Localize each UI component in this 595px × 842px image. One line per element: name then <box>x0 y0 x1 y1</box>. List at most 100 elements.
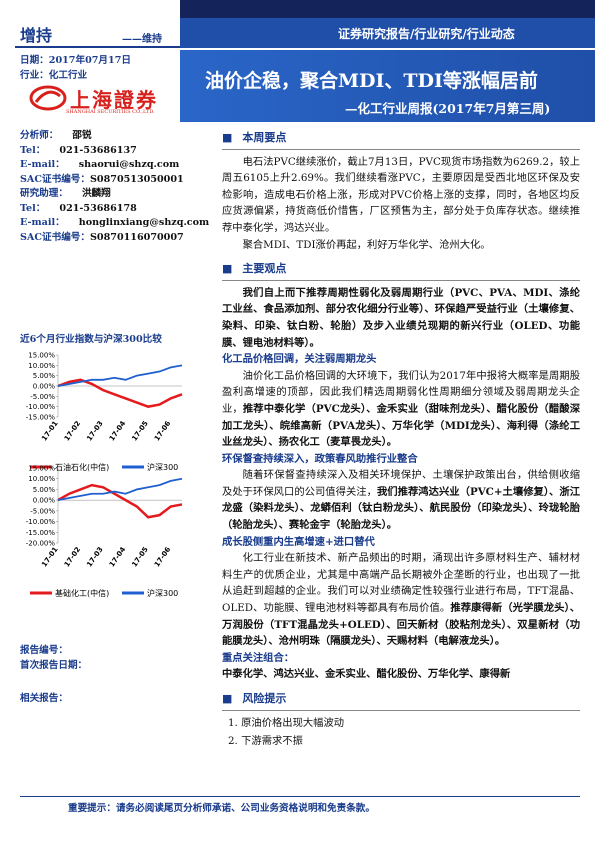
analyst-value: shaorui@shzq.com <box>78 159 180 170</box>
date: 日期：2017年07月17日 <box>20 55 131 66</box>
y-tick-label: -10.00% <box>26 403 56 411</box>
analyst-value: 邵锐 <box>72 130 92 141</box>
analyst-label: E-mail： <box>20 217 65 228</box>
text: 2. 下游需求不振 <box>228 735 303 748</box>
subheading: 重点关注组合： <box>222 651 295 664</box>
analyst-line: E-mail： shaorui@shzq.com <box>20 156 179 170</box>
logo-en: SHANGHAI SECURITIES CO.,LTD. <box>66 109 155 115</box>
bold-text: 我们推荐鸿达兴业（PVC+土壤修复）、浙江龙盛（染料龙头）、龙蟒佰利（钛白粉龙头… <box>222 485 581 532</box>
footer: 重要提示：请务必阅读尾页分析师承诺、公司业务资格说明和免责条款。 <box>68 803 375 814</box>
series-line <box>57 378 183 408</box>
title-band <box>180 50 595 122</box>
subheading: 成长股侧重内生高增速+进口替代 <box>222 535 375 548</box>
charts: 15.00% 10.00% 5.00% 0.00% -5.00% -10.00% -15.0… <box>26 352 183 598</box>
analyst-value: S0870513050001 <box>89 173 184 185</box>
analyst-value: S0870116070007 <box>89 231 184 243</box>
bold-text: 推荐康得新（光学膜龙头）、万润股份（TFT混晶龙头+OLED）、回天新材（胶粘剂… <box>222 602 580 648</box>
paragraph: 随着环保督查持续深入及相关环境保护、土壤保护政策出台，供给侧收缩及处于环保风口的… <box>222 467 580 533</box>
y-tick-label: -20.00% <box>26 540 56 548</box>
y-tick-label: -10.00% <box>26 518 56 526</box>
logo-cn: 上海證券 <box>70 88 158 112</box>
text: 化工行业在新技术、新产品频出的时期，涌现出许多原材料生产、辅材材料生产的优质企业… <box>222 552 580 615</box>
rule <box>15 46 180 48</box>
section-title: ■ 本周要点 <box>222 128 580 150</box>
y-tick-label: 10.00% <box>28 362 55 370</box>
analyst-label: Tel： <box>20 144 46 156</box>
bold-text: 中泰化学、鸿达兴业、金禾实业、醋化股份、万华化学、康得新 <box>222 668 511 681</box>
analyst-line: Tel： 021-53686178 <box>20 200 137 214</box>
main-column: ■ 本周要点 电石法PVC继续涨价，截止7月13日，PVC现货市场指数为6269.2… <box>222 128 580 752</box>
section-title: ■ 风险提示 <box>222 689 580 711</box>
rating: 增持 <box>20 26 53 45</box>
x-tick-label: 17-06 <box>153 545 172 568</box>
analyst-line: SAC证书编号：S0870513050001 <box>20 171 184 185</box>
section-title-text: 主要观点 <box>242 262 287 276</box>
legend-label: 沪深300 <box>147 462 178 472</box>
meta-label: 相关报告： <box>20 693 68 704</box>
section-marker: ■ <box>222 692 233 705</box>
analyst-value: 021-53686178 <box>59 202 137 214</box>
bold-text: 我们自上而下推荐周期性弱化及弱周期行业（PVC、PVA、MDI、涤纶工业丝、食品… <box>222 286 580 349</box>
list-item: 中泰化学、鸿达兴业、金禾实业、醋化股份、万华化学、康得新 <box>222 666 580 683</box>
x-tick-label: 17-05 <box>130 545 149 568</box>
analyst-value: 洪麟翔 <box>81 188 111 199</box>
text: 聚合MDI、TDI涨价再起，利好万华化学、沧州大化。 <box>242 238 491 251</box>
bold-text: 推荐中泰化学（PVC龙头）、金禾实业（甜味剂龙头）、醋化股份（醋酸深加工龙头）、… <box>222 402 580 449</box>
analyst-line: SAC证书编号：S0870116070007 <box>20 229 184 243</box>
x-tick-label: 17-02 <box>63 545 82 568</box>
analyst-line: E-mail： honglinxiang@shzq.com <box>20 214 209 228</box>
legend-label: 基础化工(中信) <box>55 588 109 598</box>
section-title-text: 风险提示 <box>242 692 287 705</box>
y-tick-label: -5.00% <box>30 507 55 515</box>
text: 电石法PVC继续涨价，截止7月13日，PVC现货市场指数为6269.2，较上周五… <box>222 155 580 234</box>
banner-text: 证券研究报告/行业研究/行业动态 <box>338 27 515 41</box>
section-title: ■ 主要观点 <box>222 259 580 281</box>
paragraph: 化工行业在新技术、新产品频出的时期，涌现出许多原材料生产、辅材材料生产的优质企业… <box>222 550 580 650</box>
subtitle: —化工行业周报(2017年7月第三周) <box>345 101 551 116</box>
list-item: 1. 原油价格出现大幅波动 <box>228 715 580 732</box>
paragraph: 我们自上而下推荐周期性弱化及弱周期行业（PVC、PVA、MDI、涤纶工业丝、食品… <box>222 285 580 351</box>
y-tick-label: 15.00% <box>28 465 55 473</box>
x-tick-label: 17-04 <box>108 545 127 568</box>
paragraph: 油价化工品价格回调的大环境下，我们认为2017年中报将大概率是周期股盈利高增速的… <box>222 368 580 451</box>
x-tick-label: 17-03 <box>85 419 104 442</box>
legend-label: 石油石化(中信) <box>55 462 109 472</box>
analyst-label: Tel： <box>20 202 46 214</box>
x-tick-label: 17-06 <box>153 419 172 442</box>
analyst-label: 研究助理： <box>20 188 68 199</box>
list-item: 2. 下游需求不振 <box>228 733 580 750</box>
industry: 行业：化工行业 <box>20 70 88 81</box>
legend-label: 沪深300 <box>147 588 178 598</box>
analyst-label: SAC证书编号： <box>20 231 90 243</box>
series-line <box>57 483 183 519</box>
y-tick-label: -15.00% <box>26 529 56 537</box>
x-tick-label: 17-02 <box>63 419 82 442</box>
footer-rule <box>20 796 580 797</box>
text: 随着环保督查持续深入及相关环境保护、土壤保护政策出台，供给侧收缩及处于环保风口的… <box>222 469 580 498</box>
x-tick-label: 17-01 <box>40 419 59 442</box>
series-line <box>57 477 183 502</box>
banner <box>180 18 595 48</box>
analyst-value: 021-53686137 <box>59 144 137 156</box>
x-tick-label: 17-01 <box>40 545 59 568</box>
paragraph: 电石法PVC继续涨价，截止7月13日，PVC现货市场指数为6269.2，较上周五… <box>222 154 580 237</box>
top-bar <box>180 0 595 18</box>
analyst-line: Tel： 021-53686137 <box>20 142 137 156</box>
rating-prev: ——维持 <box>122 34 162 45</box>
analyst-label: 分析师： <box>20 130 59 141</box>
section-title-text: 本周要点 <box>242 131 287 144</box>
text: 1. 原油价格出现大幅波动 <box>228 716 345 729</box>
y-tick-label: 5.00% <box>33 372 56 380</box>
x-tick-label: 17-05 <box>130 419 149 442</box>
analyst-value: honglinxiang@shzq.com <box>78 217 210 228</box>
y-tick-label: 5.00% <box>33 486 56 494</box>
y-tick-label: 10.00% <box>28 475 55 483</box>
chart-title: 近6个月行业指数与沪深300比较 <box>20 334 162 345</box>
series-line <box>57 364 183 387</box>
paragraph: 聚合MDI、TDI涨价再起，利好万华化学、沧州大化。 <box>222 237 580 254</box>
x-tick-label: 17-03 <box>85 545 104 568</box>
y-tick-label: 15.00% <box>28 352 55 360</box>
analyst-line: 研究助理： 洪麟翔 <box>20 185 111 199</box>
meta-label: 报告编号： <box>20 645 68 656</box>
